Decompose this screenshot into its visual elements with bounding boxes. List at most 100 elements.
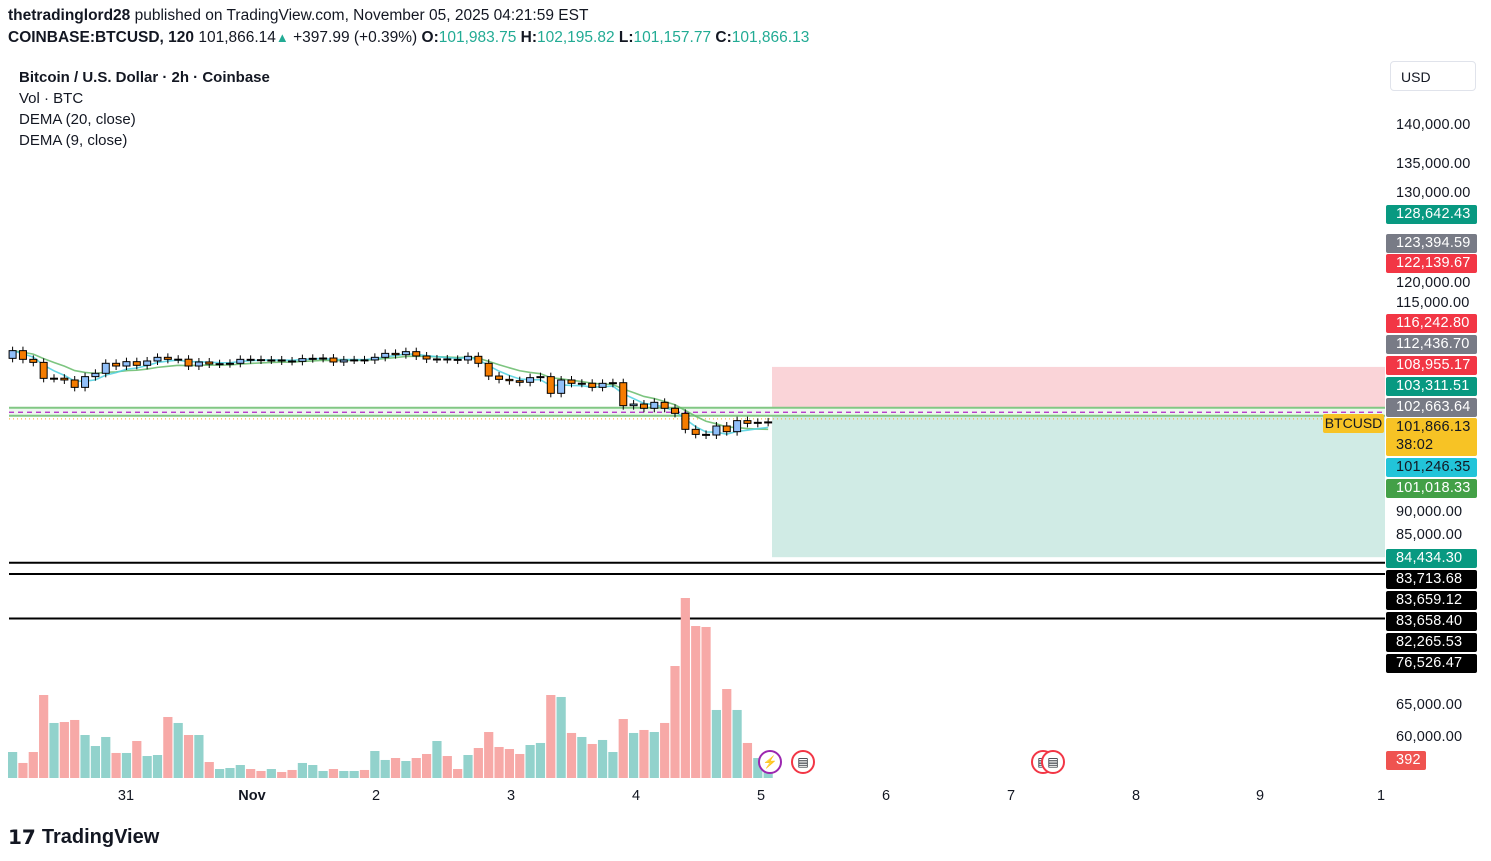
candle — [132, 361, 141, 366]
lightning-event-icon[interactable]: ⚡ — [758, 750, 782, 774]
candle — [329, 357, 338, 363]
volume-bar — [28, 752, 38, 778]
price-tag: 83,713.68 — [1386, 570, 1477, 589]
candle — [464, 355, 472, 361]
symbol: COINBASE:BTCUSD, 120 — [8, 29, 195, 46]
candle — [205, 361, 214, 365]
price-chart[interactable] — [0, 0, 1385, 790]
candle — [753, 421, 762, 424]
time-axis-label: 6 — [881, 788, 891, 804]
volume-bar — [742, 742, 753, 778]
volume-bar — [339, 770, 349, 778]
price-tag: 83,658.40 — [1386, 612, 1477, 631]
candle — [29, 358, 38, 363]
volume-bar — [8, 752, 18, 778]
volume-bar — [152, 755, 163, 778]
volume-bar — [380, 759, 390, 778]
volume-bar — [359, 769, 370, 778]
volume-bar — [432, 740, 442, 778]
volume-bar — [608, 752, 618, 778]
legend-dema20[interactable]: DEMA (20, close) — [19, 111, 136, 128]
candle — [91, 372, 100, 378]
candle — [764, 421, 773, 424]
volume-bar — [287, 769, 297, 778]
volume-bar — [629, 732, 639, 778]
candle — [598, 382, 607, 388]
currency-button[interactable]: USD — [1390, 61, 1476, 91]
publish-text: published on TradingView.com, November 0… — [134, 7, 589, 24]
volume-bar — [504, 749, 514, 778]
candle — [174, 358, 183, 361]
candle — [308, 357, 317, 360]
candle — [184, 358, 193, 367]
volume-bar — [18, 762, 28, 778]
price-axis-label: 115,000.00 — [1396, 295, 1470, 311]
volume-tag: 392 — [1386, 751, 1426, 770]
candle — [743, 420, 752, 424]
quote-line: COINBASE:BTCUSD, 120 101,866.14▲ +397.99… — [8, 29, 809, 47]
volume-bar — [235, 765, 245, 778]
volume-bar — [597, 739, 608, 778]
high-value: 102,195.82 — [536, 29, 615, 46]
volume-bar — [111, 752, 121, 778]
candle — [474, 355, 483, 364]
volume-bar — [277, 772, 287, 778]
candle — [505, 378, 514, 382]
candle — [515, 380, 524, 383]
volume-bar — [577, 736, 587, 778]
candle — [650, 401, 659, 409]
price-axis-label: 90,000.00 — [1396, 504, 1463, 520]
candle — [18, 350, 27, 360]
dema-20-line — [12, 349, 769, 431]
time-axis-label: 7 — [1006, 788, 1016, 804]
candle — [339, 359, 348, 363]
volume-bar — [39, 695, 49, 778]
volume-bar — [80, 735, 90, 778]
open-label: O: — [421, 29, 439, 46]
volume-bar — [328, 769, 339, 778]
price-tag: 116,242.80 — [1386, 314, 1477, 333]
candle — [619, 382, 628, 407]
us-flag-event-icon[interactable]: ▤ — [791, 750, 815, 774]
candle — [660, 401, 669, 409]
candle — [370, 356, 379, 361]
price-tag: 102,663.64 — [1386, 398, 1477, 417]
volume-bar — [587, 743, 597, 778]
volume-bar — [194, 735, 204, 778]
change: +397.99 (+0.39%) — [293, 29, 418, 46]
candle — [577, 382, 586, 385]
volume-bar — [722, 689, 732, 778]
close-label: C: — [715, 29, 732, 46]
candle — [381, 352, 390, 358]
price-tag: 83,659.12 — [1386, 591, 1477, 610]
price-tag: 123,394.59 — [1386, 234, 1477, 253]
candle — [350, 359, 359, 362]
last-price: 101,866.14 — [198, 29, 276, 46]
price-axis-label: 65,000.00 — [1396, 697, 1463, 713]
low-value: 101,157.77 — [633, 29, 712, 46]
author[interactable]: thetradinglord28 — [8, 7, 131, 24]
volume-bar — [670, 666, 680, 778]
candle — [143, 360, 152, 366]
volume-bar — [370, 750, 380, 778]
candle — [443, 358, 452, 361]
bar-countdown: 38:02 — [1396, 437, 1434, 453]
volume-bar — [649, 732, 659, 778]
candle — [567, 379, 576, 384]
candle — [163, 356, 172, 360]
legend-title[interactable]: Bitcoin / U.S. Dollar · 2h · Coinbase — [19, 69, 270, 86]
volume-bar — [691, 626, 701, 778]
price-axis-label: 135,000.00 — [1396, 156, 1471, 172]
legend-dema9[interactable]: DEMA (9, close) — [19, 132, 128, 149]
candle — [681, 412, 690, 430]
legend-volume[interactable]: Vol · BTC — [19, 90, 84, 107]
candle — [722, 425, 731, 433]
close-value: 101,866.13 — [731, 29, 810, 46]
tradingview-logo-icon: 𝟭𝟳 — [8, 827, 36, 849]
candle — [401, 351, 410, 356]
us-flag-event-icon[interactable]: ▤ — [1041, 750, 1065, 774]
volume-bar — [318, 770, 328, 778]
volume-bar — [204, 762, 214, 778]
candle — [432, 358, 441, 361]
volume-bar — [246, 769, 256, 778]
